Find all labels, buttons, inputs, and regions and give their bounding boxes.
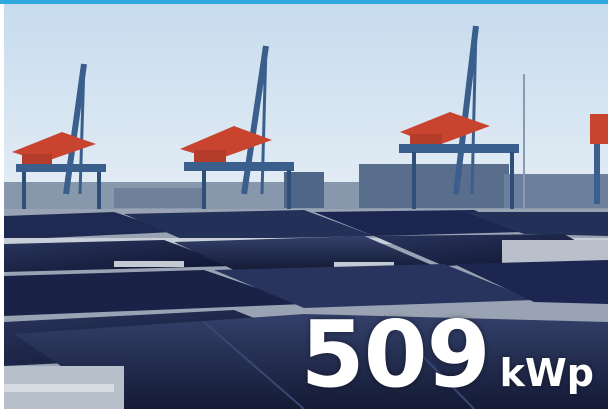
crane-edge — [590, 114, 608, 204]
capacity-value: 509 — [300, 301, 491, 408]
port-buildings — [4, 164, 608, 212]
capacity-unit: kWp — [499, 351, 594, 395]
scene-illustration — [4, 4, 608, 409]
capacity-label: 509 kWp — [301, 309, 594, 401]
solar-panels-middle — [4, 234, 608, 316]
solar-panels-front — [4, 310, 608, 409]
crane-middle — [180, 45, 294, 209]
accent-rule — [0, 0, 608, 4]
crane-right — [399, 25, 525, 209]
crane-left — [12, 63, 106, 209]
solar-roof-photo — [4, 4, 608, 409]
